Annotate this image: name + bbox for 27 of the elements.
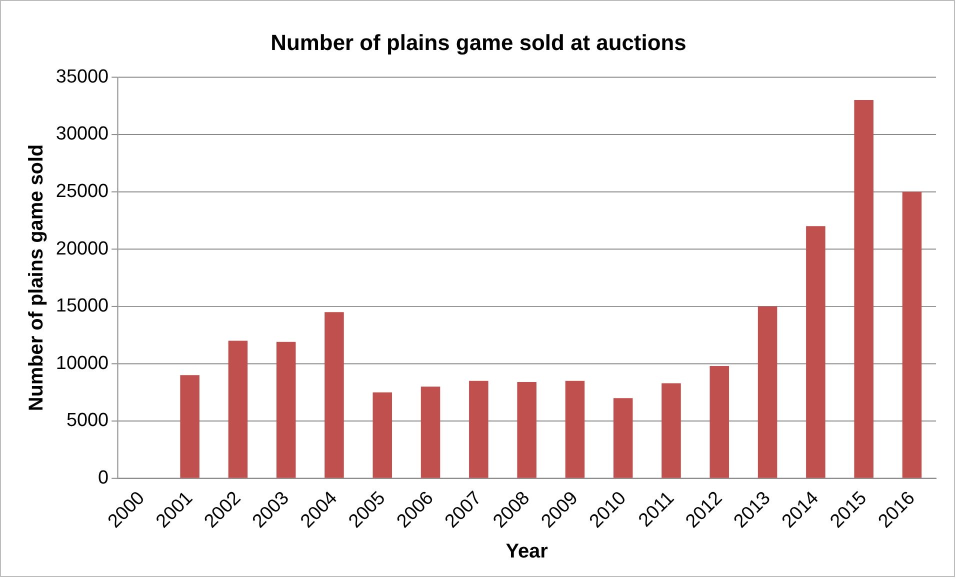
bar [902,192,922,478]
bar [662,383,681,478]
y-tick-label: 0 [98,468,109,489]
bar [324,312,344,478]
y-tick-label: 10000 [56,352,109,374]
bar [276,342,296,478]
bar [228,340,248,478]
bar [180,375,200,478]
y-axis-title: Number of plains game sold [25,144,48,412]
x-axis-title: Year [506,540,548,563]
bar [469,380,488,478]
bar [758,306,778,478]
bar [613,398,633,478]
y-tick-label: 35000 [56,66,109,88]
y-tick-label: 30000 [56,124,109,145]
y-tick-label: 5000 [66,410,109,432]
bar [517,382,536,478]
y-tick-label: 15000 [56,296,109,317]
bar [420,386,440,478]
y-tick-label: 25000 [56,180,109,202]
bar [806,226,826,478]
bar [372,392,392,478]
chart-title: Number of plains game sold at auctions [270,30,686,56]
y-tick-label: 20000 [56,238,109,260]
bar [565,380,585,478]
bar [710,366,730,478]
bar [854,100,874,478]
